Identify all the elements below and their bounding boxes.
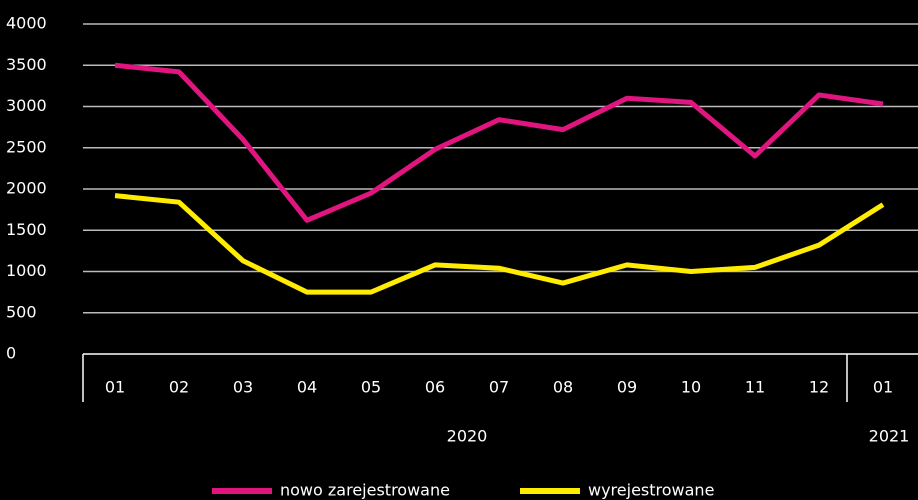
y-tick-label: 3500: [6, 55, 47, 74]
x-tick-label: 04: [297, 378, 317, 397]
y-tick-label: 1500: [6, 220, 47, 239]
y-tick-label: 3000: [6, 96, 47, 115]
x-tick-label: 09: [617, 378, 637, 397]
x-tick-label: 06: [425, 378, 445, 397]
legend-label: wyrejestrowane: [588, 481, 714, 500]
series-line: [114, 193, 885, 295]
series-line: [114, 62, 884, 223]
y-tick-label: 2000: [6, 179, 47, 198]
x-tick-label: 05: [361, 378, 381, 397]
y-tick-label: 4000: [6, 14, 47, 33]
y-tick-label: 500: [6, 302, 37, 321]
x-tick-label: 07: [489, 378, 509, 397]
x-group-label: 2020: [447, 427, 488, 446]
x-tick-label: 01: [873, 378, 893, 397]
x-tick-label: 02: [169, 378, 189, 397]
x-tick-label: 12: [809, 378, 829, 397]
legend-label: nowo zarejestrowane: [280, 481, 450, 500]
x-tick-label: 11: [745, 378, 765, 397]
y-tick-label: 1000: [6, 261, 47, 280]
x-tick-label: 01: [105, 378, 125, 397]
x-tick-label: 10: [681, 378, 701, 397]
x-tick-label: 08: [553, 378, 573, 397]
x-tick-label: 03: [233, 378, 253, 397]
y-tick-label: 2500: [6, 137, 47, 156]
x-group-label: 2021: [869, 427, 910, 446]
y-tick-label: 0: [6, 344, 16, 363]
